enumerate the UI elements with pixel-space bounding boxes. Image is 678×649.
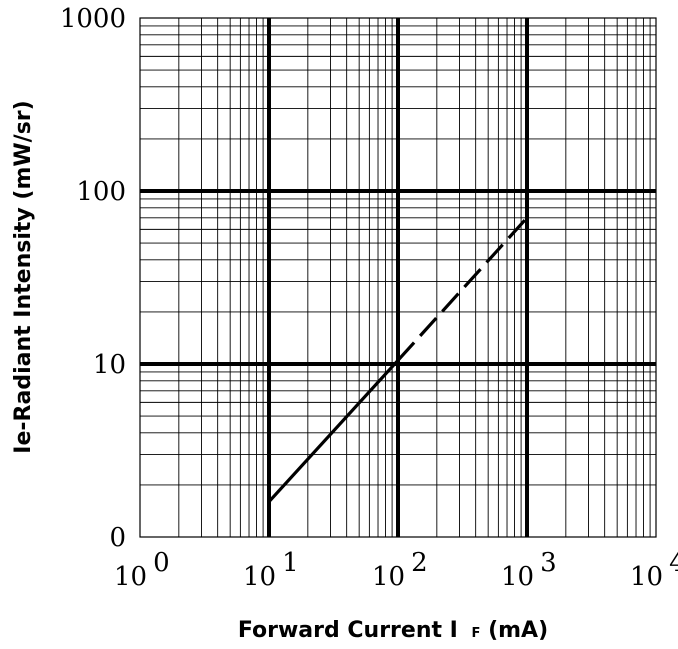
- x-axis-label-subscript: F: [472, 626, 481, 641]
- x-tick-exponent: 0: [153, 548, 170, 578]
- x-tick-label: 10 2: [372, 548, 428, 592]
- x-tick-base: 10: [501, 562, 534, 592]
- y-tick-label: 100: [76, 177, 126, 207]
- x-axis-label: Forward Current I F (mA): [238, 618, 548, 643]
- x-tick-base: 10: [630, 562, 663, 592]
- y-tick-label: 0: [109, 523, 126, 553]
- x-axis-label-unit: (mA): [488, 618, 548, 643]
- x-tick-exponent: 1: [282, 548, 299, 578]
- series-line-dashed: [396, 216, 529, 362]
- x-tick-label: 10 1: [243, 548, 299, 592]
- y-axis-label: Ie-Radiant Intensity (mW/sr): [11, 100, 36, 453]
- x-tick-labels: 10 0 10 1 10 2 10 3 10 4: [114, 548, 678, 592]
- y-tick-label: 1000: [60, 4, 126, 34]
- x-tick-base: 10: [372, 562, 405, 592]
- x-tick-label: 10 4: [630, 548, 678, 592]
- minor-grid: [140, 18, 656, 537]
- major-grid: [140, 18, 656, 537]
- y-tick-label: 10: [93, 350, 126, 380]
- series-line-solid: [267, 359, 400, 503]
- y-tick-labels: 0 10 100 1000: [60, 4, 126, 553]
- series-layer: [267, 216, 529, 503]
- x-tick-exponent: 2: [411, 548, 428, 578]
- x-axis-label-main: Forward Current I: [238, 618, 458, 643]
- plot-frame: [139, 17, 657, 538]
- x-tick-label: 10 0: [114, 548, 170, 592]
- x-tick-base: 10: [114, 562, 147, 592]
- x-tick-exponent: 3: [540, 548, 557, 578]
- x-tick-base: 10: [243, 562, 276, 592]
- x-tick-label: 10 3: [501, 548, 557, 592]
- x-tick-exponent: 4: [669, 548, 678, 578]
